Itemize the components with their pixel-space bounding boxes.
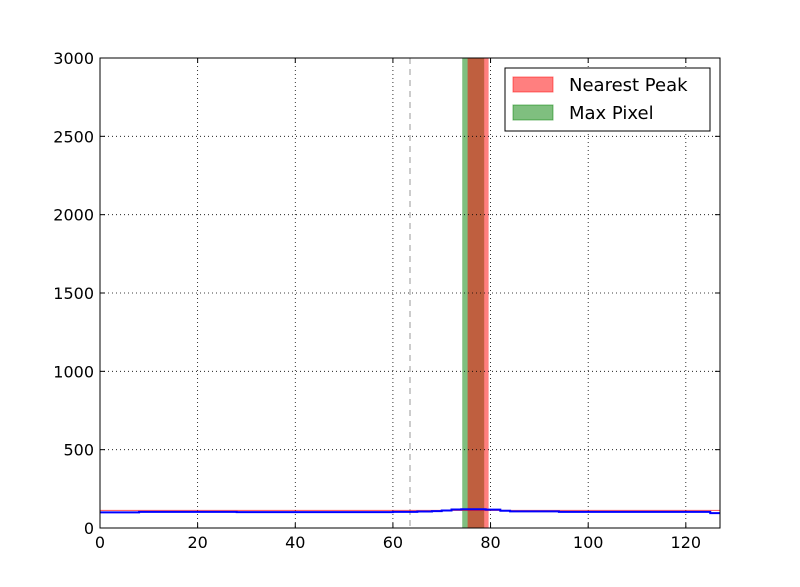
y-tick-label: 2500 [53, 127, 94, 146]
y-tick-label: 1000 [53, 362, 94, 381]
x-tick-label: 40 [285, 533, 305, 552]
lines-layer [100, 58, 720, 528]
x-tick-label: 0 [95, 533, 105, 552]
band-nearest-peak [467, 58, 489, 528]
legend-swatch [512, 76, 554, 93]
y-tick-label: 500 [63, 441, 94, 460]
series-line-0 [100, 508, 720, 515]
bands-layer [462, 58, 489, 528]
x-tick-label: 60 [383, 533, 403, 552]
x-tick-label: 20 [187, 533, 207, 552]
x-tick-label: 100 [573, 533, 604, 552]
y-tick-label: 0 [84, 519, 94, 538]
ticks-layer: 0 20 40 60 80 100 120 0 500 1000 1500 2000 2500 3000 [53, 49, 720, 552]
x-tick-label: 120 [671, 533, 702, 552]
x-tick-label: 80 [480, 533, 500, 552]
y-tick-label: 1500 [53, 284, 94, 303]
y-tick-label: 3000 [53, 49, 94, 68]
legend-label: Nearest Peak [569, 75, 688, 96]
legend-label: Max Pixel [569, 103, 654, 124]
legend: Nearest Peak Max Pixel [504, 67, 711, 132]
y-tick-label: 2000 [53, 206, 94, 225]
legend-swatch [512, 104, 554, 121]
